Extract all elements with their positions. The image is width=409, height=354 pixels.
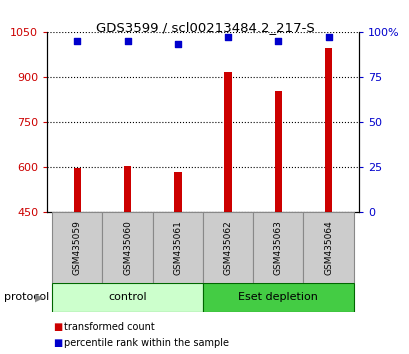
Text: control: control xyxy=(108,292,146,302)
Text: ▶: ▶ xyxy=(35,292,43,302)
Text: GSM435061: GSM435061 xyxy=(173,220,182,275)
FancyBboxPatch shape xyxy=(303,212,353,283)
FancyBboxPatch shape xyxy=(202,283,353,312)
FancyBboxPatch shape xyxy=(253,212,303,283)
Text: GSM435064: GSM435064 xyxy=(323,221,332,275)
Text: Eset depletion: Eset depletion xyxy=(238,292,317,302)
Text: GDS3599 / scl00213484.2_217-S: GDS3599 / scl00213484.2_217-S xyxy=(95,21,314,34)
Text: GSM435063: GSM435063 xyxy=(273,220,282,275)
FancyBboxPatch shape xyxy=(152,212,202,283)
Text: GSM435062: GSM435062 xyxy=(223,221,232,275)
Bar xyxy=(174,172,181,348)
FancyBboxPatch shape xyxy=(202,212,253,283)
FancyBboxPatch shape xyxy=(52,283,202,312)
Text: transformed count: transformed count xyxy=(63,322,154,332)
Text: GSM435060: GSM435060 xyxy=(123,220,132,275)
Point xyxy=(74,38,81,44)
FancyBboxPatch shape xyxy=(102,212,152,283)
Bar xyxy=(224,72,231,348)
Bar xyxy=(324,48,332,348)
Text: percentile rank within the sample: percentile rank within the sample xyxy=(63,338,228,348)
Text: ■: ■ xyxy=(53,322,63,332)
Point xyxy=(224,34,231,40)
Bar xyxy=(73,168,81,348)
Point xyxy=(174,42,181,47)
Text: ■: ■ xyxy=(53,338,63,348)
FancyBboxPatch shape xyxy=(52,212,102,283)
Bar xyxy=(124,166,131,348)
Point xyxy=(124,38,130,44)
Bar xyxy=(274,91,281,348)
Text: protocol: protocol xyxy=(4,292,49,302)
Text: GSM435059: GSM435059 xyxy=(73,220,82,275)
Point xyxy=(324,34,331,40)
Point xyxy=(274,38,281,44)
